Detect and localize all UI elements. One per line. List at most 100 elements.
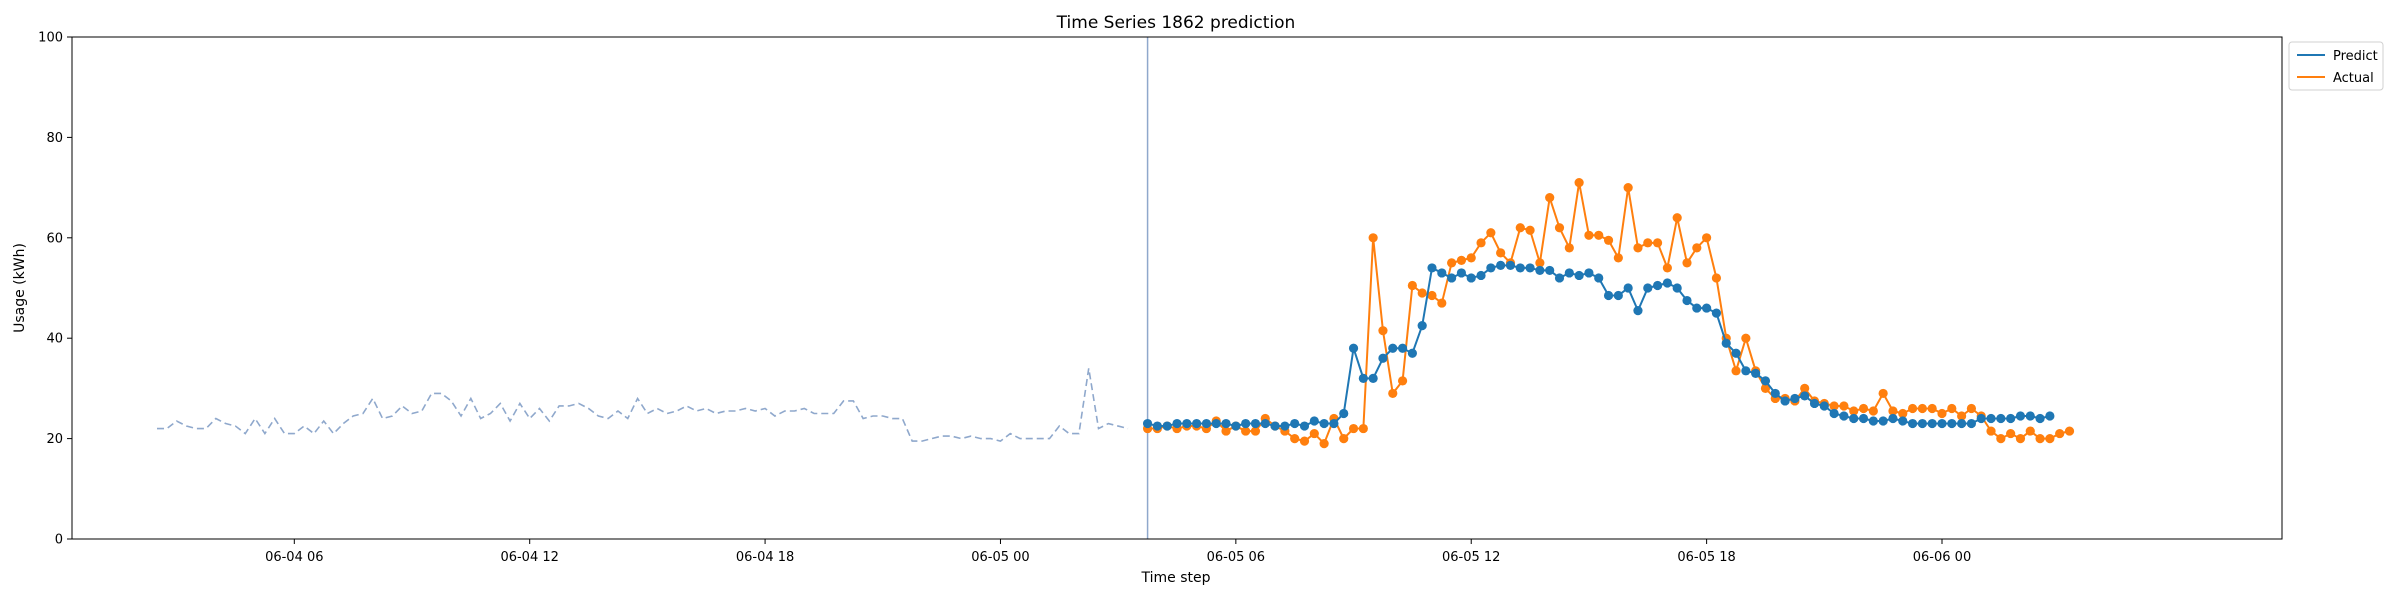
data-point-actual [1427, 290, 1437, 301]
data-point-actual [2064, 426, 2075, 436]
data-point-predict [2035, 413, 2045, 424]
history-line [157, 368, 1129, 442]
y-axis: 0 20 40 60 80 100 [38, 31, 72, 548]
x-tick-label: 06-05 06 [1207, 550, 1265, 565]
data-point-predict [1142, 418, 1153, 429]
data-point-predict [1182, 418, 1192, 429]
data-point-predict [1711, 308, 1722, 318]
data-point-actual [1623, 183, 1633, 193]
data-point-actual [1760, 383, 1771, 393]
data-point-predict [1731, 348, 1741, 358]
data-point-actual [2055, 428, 2065, 439]
data-point-predict [1348, 343, 1359, 353]
data-point-actual [1996, 434, 2006, 444]
data-point-predict [1947, 418, 1957, 429]
data-point-predict [1858, 413, 1869, 424]
data-point-predict [1888, 413, 1898, 424]
data-point-predict [2015, 411, 2026, 421]
data-point-predict [1358, 373, 1368, 383]
data-point-predict [1378, 353, 1388, 363]
data-point-predict [1878, 416, 1888, 426]
data-point-predict [2006, 413, 2016, 424]
series-actual [1142, 177, 2075, 449]
data-point-actual [1986, 426, 1996, 436]
data-point-predict [1270, 421, 1280, 431]
data-point-actual [1525, 225, 1535, 235]
data-point-actual [1486, 228, 1496, 238]
data-point-actual [1907, 403, 1918, 414]
data-point-actual [1643, 238, 1653, 248]
data-point-predict [1898, 416, 1908, 426]
data-point-predict [1741, 366, 1751, 376]
data-point-actual [2025, 426, 2035, 436]
data-point-predict [1172, 418, 1182, 429]
data-point-predict [1780, 396, 1790, 406]
chart-title: Time Series 1862 prediction [1056, 13, 1296, 33]
data-point-predict [1192, 418, 1202, 429]
data-point-predict [2025, 411, 2035, 421]
y-tick-label: 0 [55, 533, 63, 548]
data-point-predict [1917, 418, 1927, 429]
legend-label-predict: Predict [2333, 49, 2378, 64]
data-point-predict [1996, 413, 2006, 424]
data-point-actual [1437, 298, 1447, 308]
data-point-predict [1515, 263, 1525, 273]
data-point-actual [1849, 406, 1859, 416]
data-point-actual [1466, 253, 1476, 263]
data-point-predict [1329, 418, 1339, 429]
data-point-predict [1339, 408, 1349, 419]
data-point-actual [1692, 243, 1702, 253]
data-point-predict [1986, 413, 1996, 424]
data-point-predict [1407, 348, 1417, 358]
x-axis-label: Time step [1141, 570, 1211, 586]
data-point-predict [1584, 268, 1594, 278]
data-point-predict [1280, 421, 1290, 431]
data-point-actual [1554, 223, 1565, 233]
data-point-actual [1672, 213, 1682, 223]
x-tick-label: 06-06 00 [1913, 550, 1971, 565]
history-series [157, 368, 1129, 442]
data-point-actual [1888, 406, 1898, 416]
data-point-actual [2035, 434, 2045, 444]
data-point-actual [1564, 243, 1574, 253]
y-tick-label: 40 [46, 332, 63, 347]
data-point-actual [1456, 255, 1467, 265]
data-point-predict [1839, 411, 1849, 421]
data-point-actual [1417, 288, 1427, 298]
data-point-predict [1760, 376, 1771, 386]
data-point-actual [1800, 383, 1810, 393]
data-point-predict [1868, 416, 1878, 426]
legend-label-actual: Actual [2333, 71, 2374, 86]
data-point-predict [1456, 268, 1467, 278]
data-point-predict [1476, 270, 1486, 281]
data-point-actual [1603, 235, 1614, 245]
data-point-actual [1348, 423, 1359, 434]
data-point-actual [1290, 434, 1300, 444]
data-point-predict [1623, 283, 1633, 293]
data-point-predict [1397, 343, 1408, 353]
data-point-predict [1594, 273, 1604, 283]
data-point-actual [1319, 439, 1329, 449]
data-point-predict [1368, 373, 1378, 383]
data-point-predict [1603, 290, 1614, 301]
data-point-actual [1839, 401, 1849, 411]
data-point-predict [1849, 413, 1859, 424]
data-point-actual [1917, 403, 1927, 414]
data-point-predict [1643, 283, 1653, 293]
data-point-predict [1309, 416, 1319, 426]
data-point-actual [2006, 428, 2016, 439]
data-point-predict [1388, 343, 1398, 353]
data-point-actual [1927, 403, 1937, 414]
data-point-actual [1496, 248, 1506, 258]
data-point-predict [1221, 418, 1231, 429]
data-point-predict [1260, 418, 1270, 429]
data-point-predict [1976, 413, 1986, 424]
data-point-predict [1211, 418, 1221, 429]
y-tick-label: 60 [46, 231, 63, 246]
data-point-predict [1927, 418, 1937, 429]
data-point-actual [1702, 233, 1712, 243]
data-point-actual [1574, 177, 1584, 188]
data-point-predict [1299, 421, 1310, 431]
legend: Predict Actual [2288, 41, 2384, 91]
